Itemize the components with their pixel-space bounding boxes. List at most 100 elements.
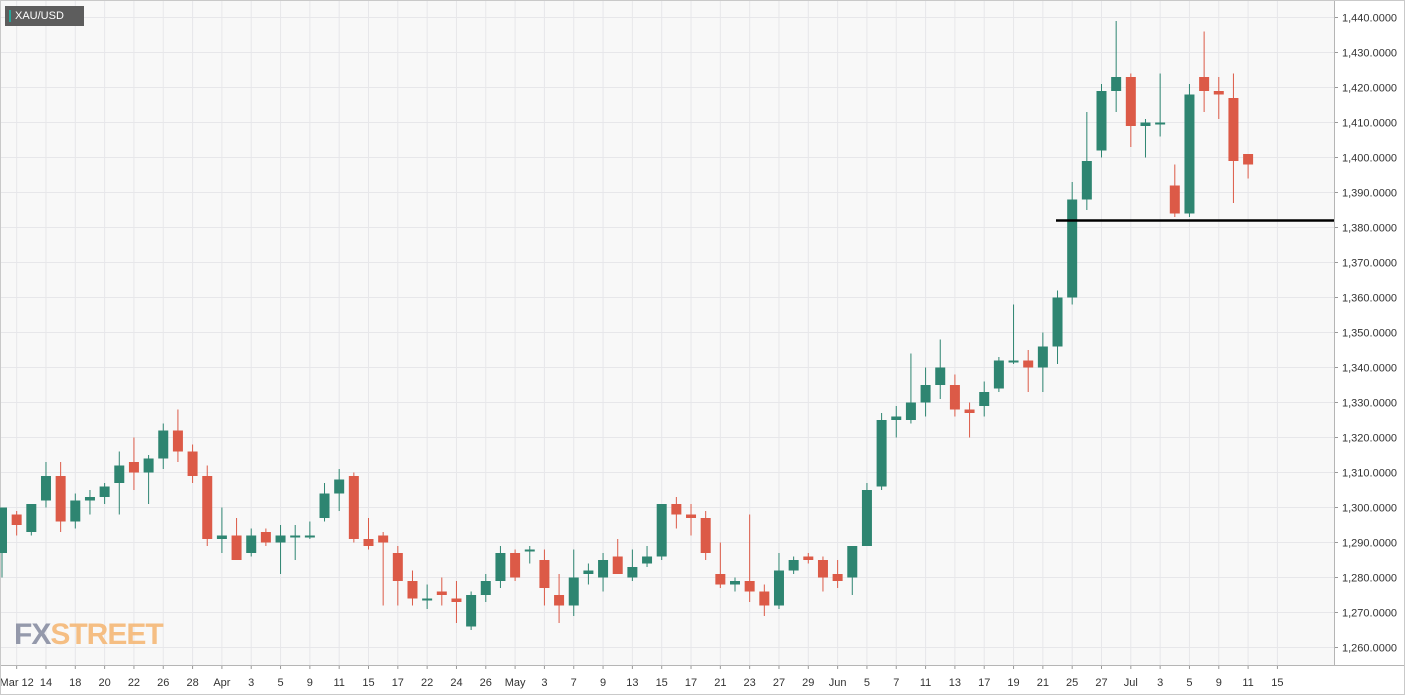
candle-body — [759, 591, 770, 606]
candle-body — [422, 598, 433, 601]
candle-body — [1184, 94, 1195, 214]
candle-body — [1081, 161, 1092, 200]
y-tick-label: 1,340.0000 — [1342, 363, 1397, 375]
x-tick-label: 22 — [421, 677, 433, 689]
candle-body — [319, 493, 330, 518]
candle-body — [495, 553, 506, 581]
candle-body — [11, 514, 22, 525]
candle-body — [1213, 91, 1224, 95]
candle-body — [861, 490, 872, 546]
x-tick-label: Jun — [829, 677, 847, 689]
candle-body — [554, 595, 565, 606]
candle-body — [290, 535, 301, 538]
candle-body — [715, 574, 726, 585]
candle-body — [275, 535, 286, 543]
candle-body — [642, 556, 653, 564]
candle-body — [539, 560, 550, 588]
candle-body — [202, 476, 213, 539]
symbol-badge: XAU/USD — [5, 6, 84, 26]
x-tick-label: 19 — [1007, 677, 1019, 689]
y-tick-label: 1,410.0000 — [1342, 118, 1397, 130]
candle-body — [1052, 297, 1063, 347]
candle-body — [246, 535, 257, 553]
candle-body — [114, 465, 125, 483]
x-tick-label: 9 — [600, 677, 606, 689]
y-tick-label: 1,420.0000 — [1342, 83, 1397, 95]
y-tick-label: 1,310.0000 — [1342, 468, 1397, 480]
candle-body — [964, 409, 975, 413]
candle-body — [55, 476, 66, 522]
candle-body — [480, 581, 491, 595]
x-tick-label: 3 — [1157, 677, 1163, 689]
candle-body — [70, 500, 81, 522]
candle-body — [304, 535, 315, 538]
candle-body — [524, 549, 535, 552]
y-tick-label: 1,330.0000 — [1342, 398, 1397, 410]
x-tick-label: 23 — [744, 677, 756, 689]
x-tick-label: 17 — [392, 677, 404, 689]
candle-body — [334, 479, 345, 494]
logo-part-fx: FX — [14, 618, 51, 651]
x-tick-label: 27 — [1095, 677, 1107, 689]
candle-body — [172, 430, 183, 452]
candle-body — [1008, 360, 1019, 363]
candle-body — [876, 420, 887, 487]
y-tick-label: 1,280.0000 — [1342, 573, 1397, 585]
y-tick-label: 1,440.0000 — [1342, 13, 1397, 25]
candle-body — [1111, 77, 1122, 91]
x-tick-label: 26 — [157, 677, 169, 689]
x-tick-label: 28 — [186, 677, 198, 689]
x-tick-label: Jul — [1124, 677, 1138, 689]
x-tick-label: 5 — [277, 677, 283, 689]
candle-body — [510, 553, 521, 578]
x-tick-label: 9 — [1216, 677, 1222, 689]
candle-body — [803, 556, 814, 560]
y-tick-label: 1,300.0000 — [1342, 503, 1397, 515]
x-tick-label: 11 — [333, 677, 344, 689]
x-tick-label: 17 — [978, 677, 990, 689]
candle-body — [1243, 154, 1254, 165]
candle-body — [451, 598, 462, 602]
candle-body — [0, 507, 7, 553]
candle-body — [979, 392, 990, 406]
x-tick-label: 14 — [40, 677, 52, 689]
y-tick-label: 1,360.0000 — [1342, 293, 1397, 305]
candle-body — [671, 504, 682, 515]
candle-body — [656, 504, 667, 557]
candle-body — [847, 546, 858, 578]
candle-body — [1155, 122, 1166, 125]
y-tick-label: 1,390.0000 — [1342, 188, 1397, 200]
x-tick-label: Mar 12 — [0, 677, 34, 689]
x-tick-label: 29 — [802, 677, 814, 689]
y-tick-label: 1,380.0000 — [1342, 223, 1397, 235]
x-tick-label: 24 — [450, 677, 462, 689]
candle-body — [1169, 185, 1180, 214]
candle-body — [143, 458, 154, 473]
candle-body — [583, 570, 594, 574]
x-tick-label: 9 — [307, 677, 313, 689]
y-tick-label: 1,260.0000 — [1342, 643, 1397, 655]
candle-body — [1228, 98, 1239, 161]
candle-body — [1067, 199, 1078, 298]
candle-body — [832, 574, 843, 581]
x-tick-label: 18 — [69, 677, 81, 689]
x-tick-label: 17 — [685, 677, 697, 689]
candle-body — [788, 560, 799, 571]
candle-body — [1125, 77, 1136, 126]
candle-body — [1199, 77, 1210, 91]
y-tick-label: 1,350.0000 — [1342, 328, 1397, 340]
candle-body — [378, 535, 389, 543]
candle-body — [1096, 91, 1107, 151]
x-tick-label: 25 — [1066, 677, 1078, 689]
x-tick-label: 15 — [1271, 677, 1283, 689]
x-tick-label: 7 — [893, 677, 899, 689]
candle-body — [436, 591, 447, 595]
candle-body — [128, 462, 139, 473]
y-tick-label: 1,430.0000 — [1342, 48, 1397, 60]
candle-body — [158, 430, 169, 459]
x-tick-label: 15 — [362, 677, 374, 689]
candle-body — [1037, 346, 1048, 368]
candle-body — [905, 402, 916, 420]
